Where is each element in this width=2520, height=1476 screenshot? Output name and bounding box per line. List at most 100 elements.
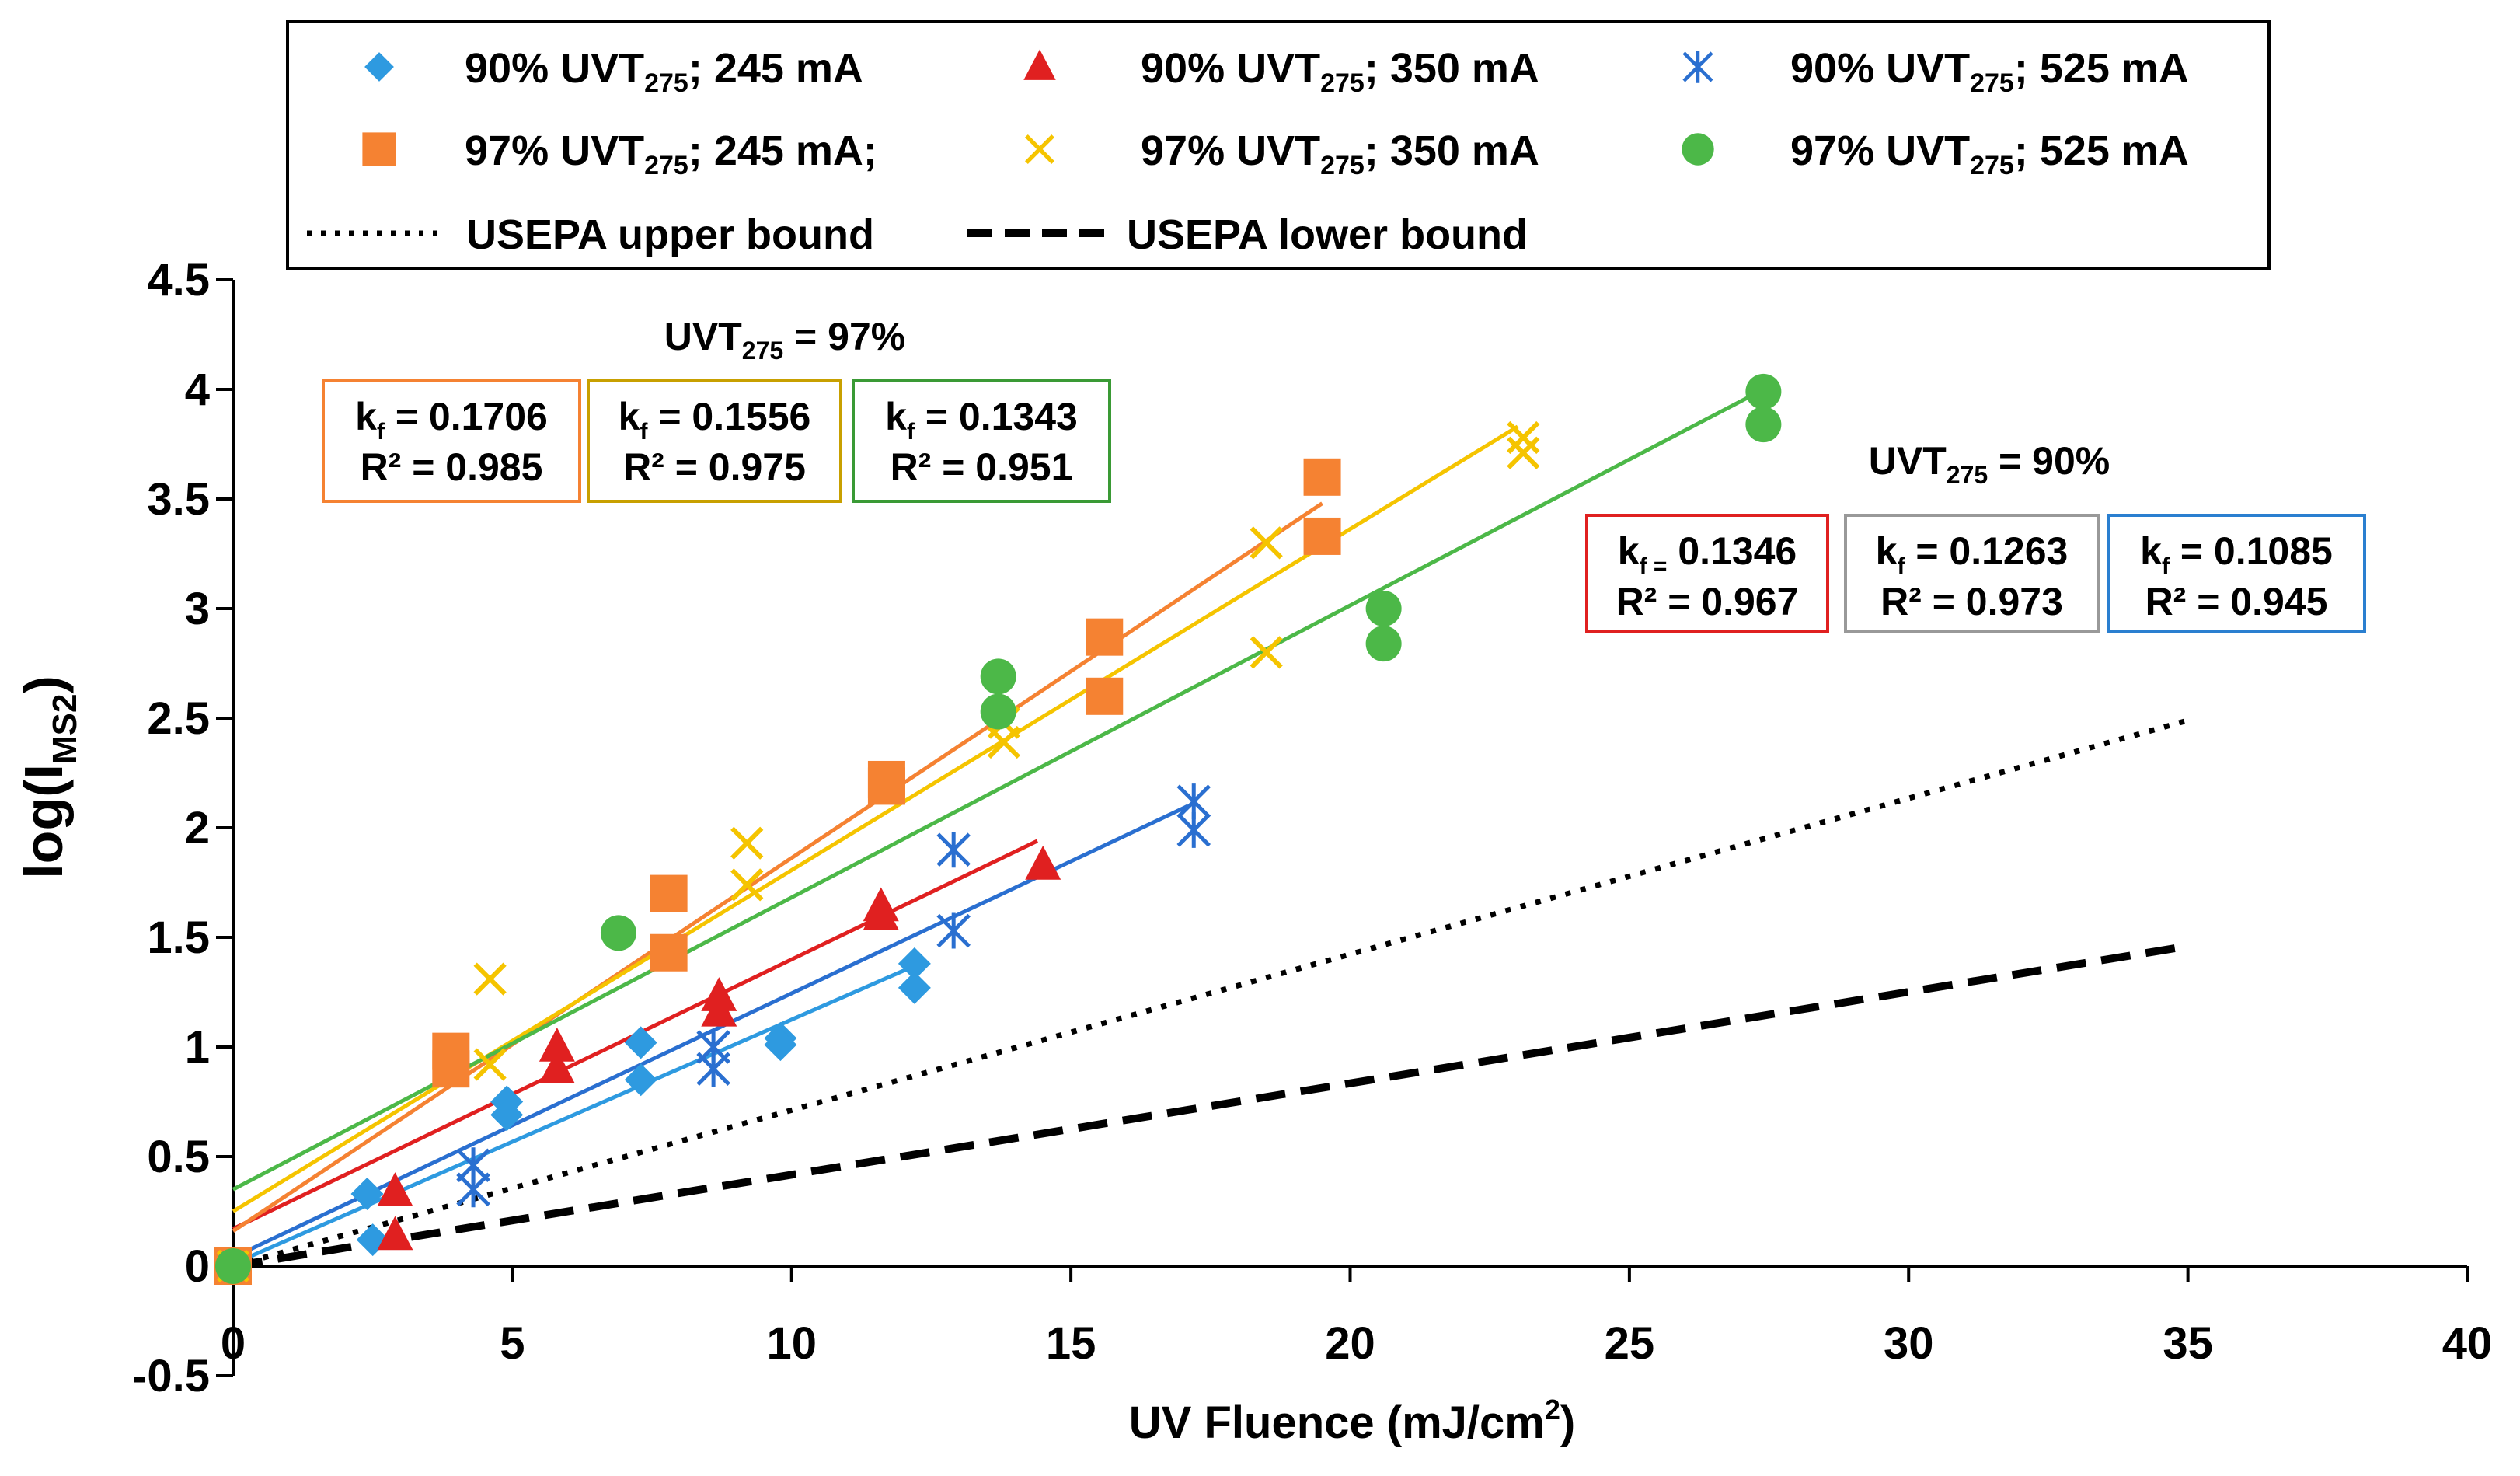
data-point-s97_350: [730, 826, 764, 860]
fit-line-s97_525: [232, 387, 1765, 1192]
data-point-s90_350: [377, 1172, 413, 1206]
y-tick-label: 0.5: [147, 1132, 210, 1182]
data-point-s90_245: [898, 971, 931, 1004]
data-point-s90_245: [764, 1028, 797, 1062]
data-point-s97_350: [1507, 436, 1540, 469]
group-label-g90: UVT275 = 90%: [1869, 439, 2110, 489]
data-point-s90_525: [936, 912, 971, 949]
annotation-k-sub: f: [377, 419, 385, 445]
y-tick-label: 3: [185, 584, 210, 634]
legend-uvt-label: UVT: [1886, 127, 1970, 174]
legend-uvt-sub: 275: [1970, 68, 2014, 98]
data-point-s97_350: [1507, 420, 1540, 455]
x-tick-label: 40: [2442, 1318, 2493, 1369]
annotation-kf: kf = 0.1706: [355, 395, 548, 445]
annotation-k: k: [1618, 529, 1640, 573]
legend-marker-s90_525: [1682, 51, 1713, 83]
legend-box: [286, 20, 2271, 270]
legend-uvt-label: UVT: [560, 127, 644, 174]
data-point-s97_525: [980, 658, 1016, 695]
y-tick-label: 2: [185, 803, 210, 853]
data-point-s90_245: [350, 1177, 384, 1210]
data-point-s97_350: [473, 1048, 507, 1081]
x-axis-title-text: UV Fluence (mJ/cm: [1129, 1397, 1545, 1448]
legend-uvt: 90%: [465, 45, 560, 92]
y-tick-label: 0: [185, 1241, 210, 1292]
annotation-k-sub: f: [2162, 553, 2170, 579]
annotation-k-value: = 0.1263: [1905, 529, 2068, 573]
group-label-post: = 97%: [783, 315, 905, 358]
usepa-upper-bound-line: [232, 717, 2189, 1269]
annotation-r2: R² = 0.975: [623, 445, 806, 489]
annotation-kf: kf = 0.1263: [1876, 529, 2069, 579]
data-point-s90_245: [898, 947, 931, 980]
group-label-pre: UVT: [1869, 439, 1947, 483]
annotation-r2: R² = 0.985: [361, 445, 543, 489]
data-point-s97_245: [1303, 458, 1341, 496]
legend-current: ; 245 mA: [688, 45, 863, 92]
legend-marker-s97_245: [362, 132, 396, 166]
legend-uvt-label: UVT: [1236, 45, 1320, 92]
data-point-s90_350: [539, 1049, 575, 1083]
legend-uvt: 97%: [1141, 127, 1236, 174]
legend-label-s97_245: 97% UVT275; 245 mA;: [465, 127, 877, 180]
data-point-s90_525: [456, 1171, 490, 1208]
data-point-s97_245: [432, 1050, 470, 1088]
annotation-r2: R² = 0.967: [1616, 580, 1799, 623]
legend-uvt: 90%: [1790, 45, 1886, 92]
data-point-s90_245: [624, 1026, 657, 1059]
annotation-k-value: = 0.1085: [2170, 529, 2333, 573]
data-point-s97_525: [1365, 591, 1402, 626]
group-label-pre: UVT: [664, 315, 742, 358]
data-point-s97_350: [730, 868, 764, 902]
x-axis-title: UV Fluence (mJ/cm2): [1129, 1394, 1575, 1448]
y-tick-label: 3.5: [147, 474, 210, 525]
data-point-s97_525: [600, 915, 636, 951]
data-point-s90_245: [624, 1063, 657, 1097]
legend-current: ; 350 mA: [1365, 127, 1539, 174]
legend-uvt-label: UVT: [1236, 127, 1320, 174]
data-point-s90_350: [701, 992, 737, 1027]
annotation-k-value: = 0.1343: [915, 395, 1078, 438]
group-label-post: = 90%: [1988, 439, 2110, 483]
y-axis-title-text: log(I: [13, 764, 74, 879]
annotation-kf: kf = 0.1556: [619, 395, 811, 445]
legend-uvt-sub: 275: [644, 151, 688, 180]
legend-label-s90_245: 90% UVT275; 245 mA: [465, 45, 863, 98]
data-point-s90_350: [1025, 845, 1061, 880]
annotation-box: [587, 379, 842, 503]
legend-marker-s90_350: [1023, 49, 1056, 80]
x-axis-title-end: ): [1560, 1397, 1575, 1448]
x-tick-label: 10: [766, 1318, 817, 1369]
annotation-box: [1844, 514, 2100, 633]
legend-current: ; 245 mA;: [688, 127, 877, 174]
annotation-k: k: [2140, 529, 2162, 573]
legend-uvt: 97%: [465, 127, 560, 174]
data-point-s97_525: [1745, 373, 1782, 410]
data-point-s90_350: [863, 895, 899, 930]
x-tick-label: 25: [1605, 1318, 1655, 1369]
annotation-box: [2107, 514, 2366, 633]
legend-label-s90_350: 90% UVT275; 350 mA: [1141, 45, 1539, 98]
annotation-k-value: = 0.1556: [647, 395, 810, 438]
x-tick-label: 5: [500, 1318, 525, 1369]
data-point-s90_350: [377, 1216, 413, 1251]
y-tick-label: 2.5: [147, 693, 210, 744]
annotation-k-value: = 0.1706: [385, 395, 548, 438]
legend-label-s97_525: 97% UVT275; 525 mA: [1790, 127, 2189, 180]
y-tick-label: 1: [185, 1022, 210, 1073]
legend-current: ; 525 mA: [2014, 45, 2189, 92]
annotation-k: k: [885, 395, 907, 438]
data-point-s97_245: [650, 933, 688, 972]
data-point-s90_525: [936, 832, 971, 868]
legend-uvt-label: UVT: [560, 45, 644, 92]
data-point-s90_525: [1176, 811, 1211, 848]
y-tick-label: 4: [185, 365, 210, 415]
annotation-k-sub: f =: [1640, 553, 1668, 579]
data-point-s97_525: [1365, 626, 1402, 662]
y-axis-title-end: ): [13, 675, 74, 693]
annotation-r2: R² = 0.973: [1880, 580, 2063, 623]
data-point-s97_350: [1250, 636, 1283, 669]
fit-line-s97_245: [232, 501, 1323, 1233]
